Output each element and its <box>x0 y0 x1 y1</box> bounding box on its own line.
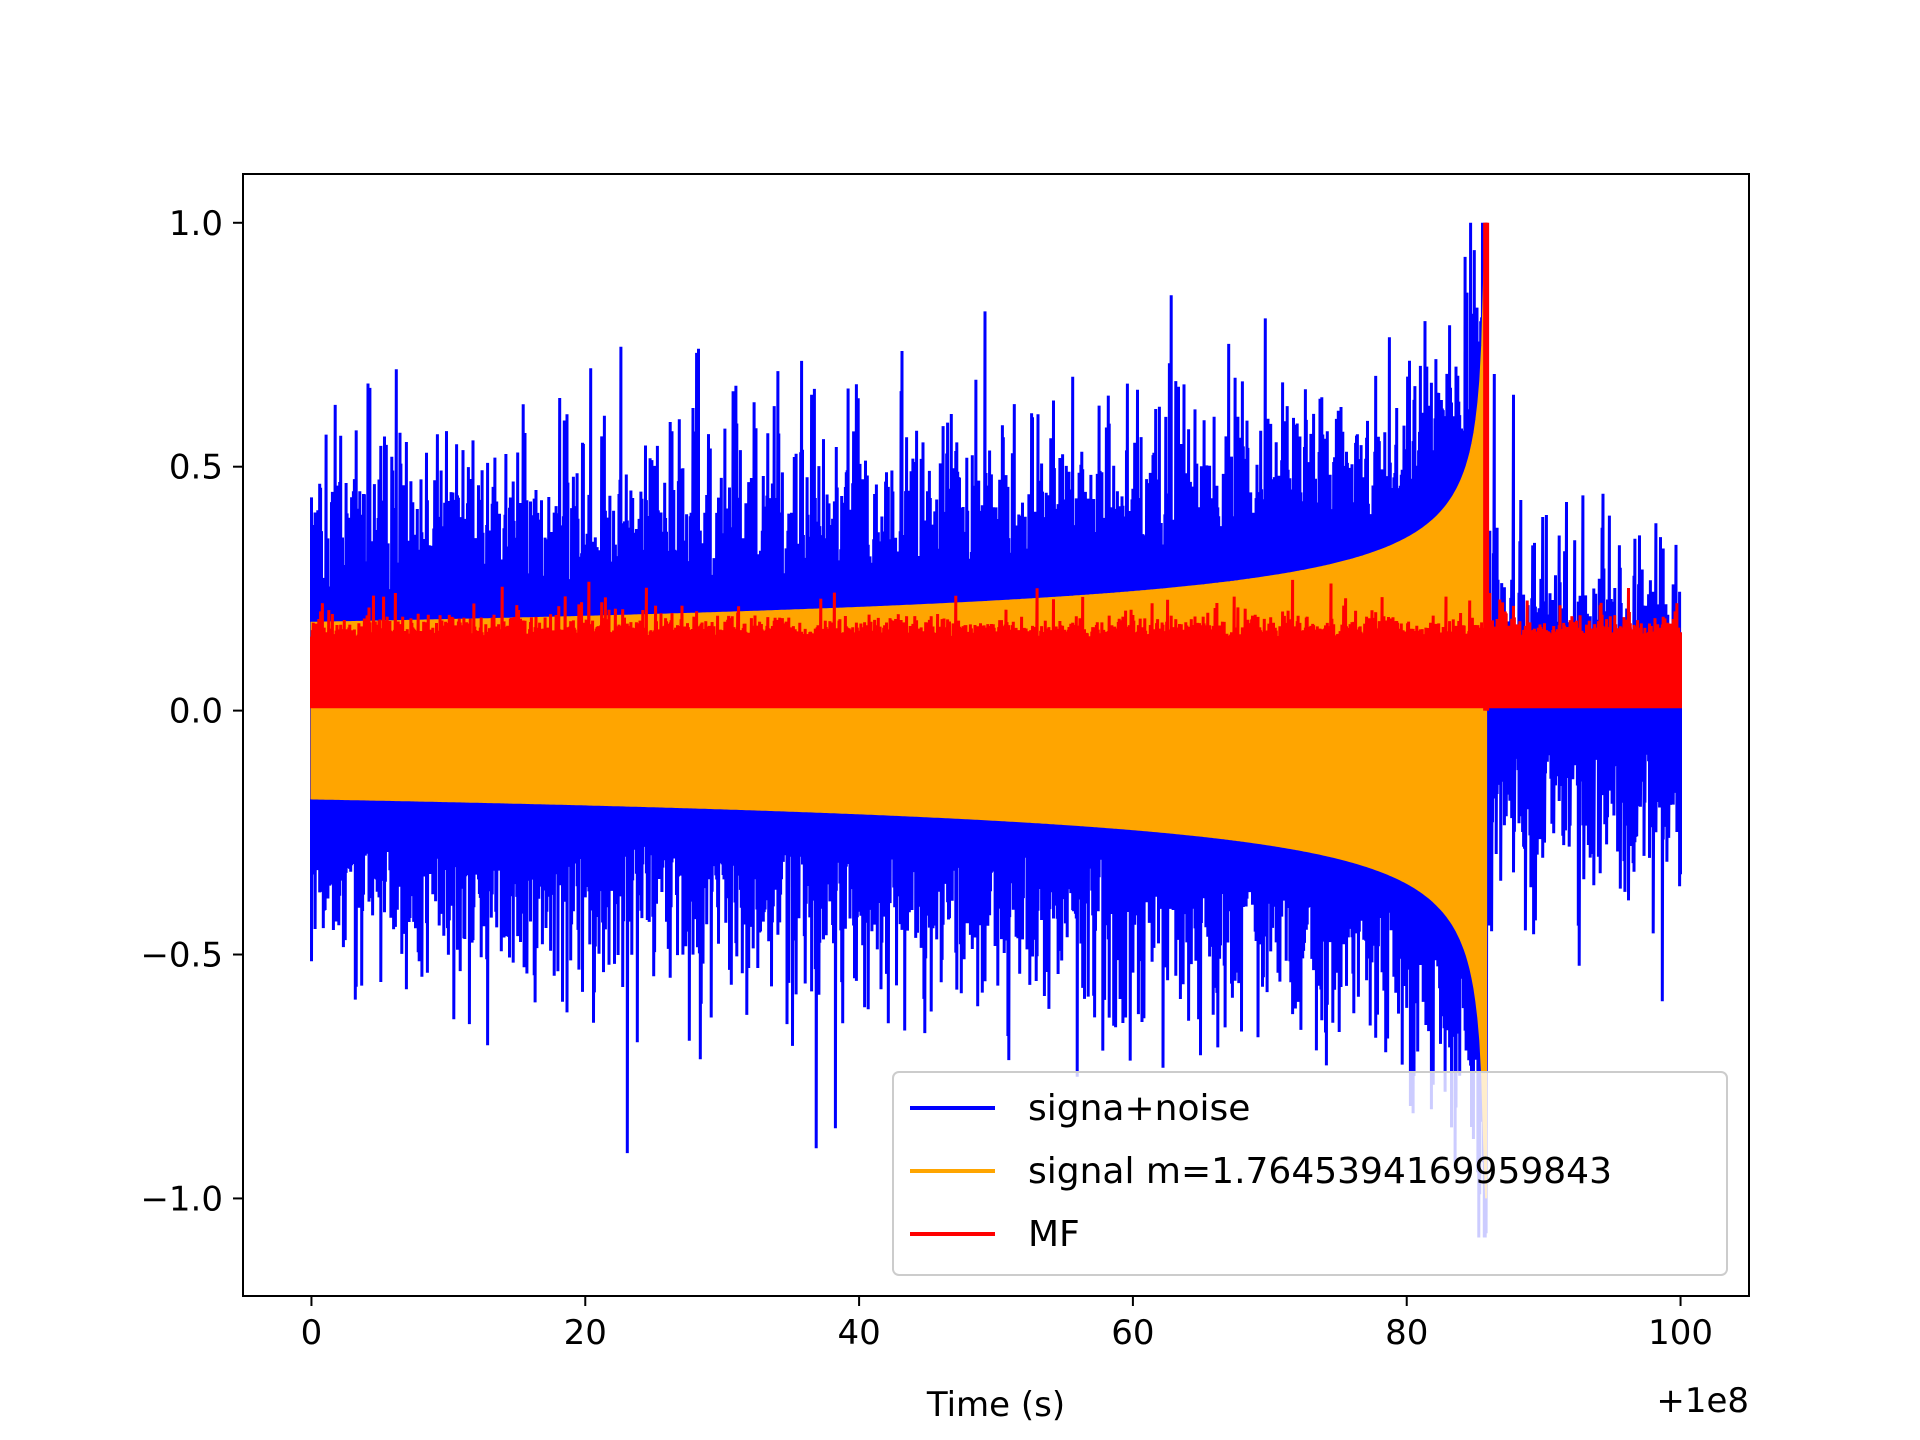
plot-area <box>310 222 1682 1238</box>
y-tick-label: −1.0 <box>140 1179 223 1219</box>
series-layer <box>310 222 1682 1238</box>
y-tick-label: 1.0 <box>169 204 223 244</box>
y-tick-label: −0.5 <box>140 936 223 976</box>
x-tick-label: 80 <box>1385 1313 1428 1353</box>
x-tick-label: 0 <box>301 1313 323 1353</box>
legend-label-signal-noise: signa+noise <box>1028 1088 1250 1129</box>
x-tick-label: 40 <box>837 1313 880 1353</box>
legend-box <box>892 1071 1728 1276</box>
x-axis-offset-label: +1e8 <box>1656 1381 1749 1421</box>
x-axis: 0 20 40 60 80 100 <box>301 1296 1713 1353</box>
x-tick-label: 100 <box>1648 1313 1713 1353</box>
x-tick-label: 20 <box>564 1313 607 1353</box>
y-tick-label: 0.5 <box>169 448 223 488</box>
y-axis: −1.0 −0.5 0.0 0.5 1.0 <box>140 204 243 1219</box>
plot-frame <box>242 173 1750 1297</box>
legend-label-signal: signal m=1.7645394169959843 <box>1028 1151 1612 1192</box>
legend-label-mf: MF <box>1028 1214 1080 1255</box>
x-axis-title: Time (s) <box>926 1385 1065 1425</box>
legend: signa+noise signal m=1.7645394169959843 … <box>892 1071 1728 1276</box>
x-tick-label: 60 <box>1111 1313 1154 1353</box>
y-tick-label: 0.0 <box>169 692 223 732</box>
